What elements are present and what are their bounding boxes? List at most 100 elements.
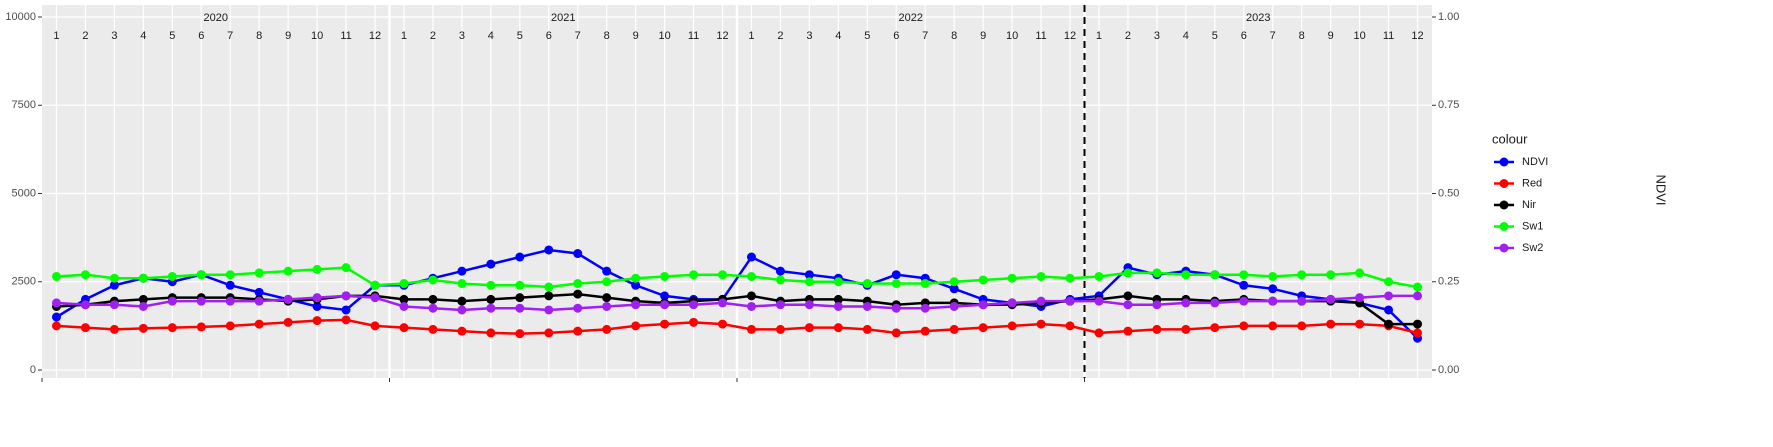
series-point xyxy=(428,303,438,313)
series-point xyxy=(515,293,525,303)
series-point xyxy=(1210,298,1220,308)
series-point xyxy=(660,319,670,329)
month-label: 6 xyxy=(546,30,552,42)
series-point xyxy=(718,270,728,280)
legend-label: NDVI xyxy=(1522,156,1548,168)
series-point xyxy=(51,312,61,322)
month-label: 10 xyxy=(1353,30,1365,42)
series-point xyxy=(1094,271,1104,281)
series-point xyxy=(167,296,177,306)
series-point xyxy=(1384,305,1394,315)
series-point xyxy=(1413,328,1423,338)
series-point xyxy=(457,279,467,289)
series-point xyxy=(1384,277,1394,287)
series-point xyxy=(602,277,612,287)
legend-label: Sw1 xyxy=(1522,220,1543,232)
series-point xyxy=(1413,282,1423,292)
series-line xyxy=(56,266,1418,289)
series-point xyxy=(1123,291,1133,301)
series-point xyxy=(457,266,467,276)
y2-tick-label: 0.50 xyxy=(1438,187,1459,199)
series-point xyxy=(660,300,670,310)
month-label: 5 xyxy=(864,30,870,42)
series-point xyxy=(775,275,785,285)
series-point xyxy=(515,303,525,313)
month-label: 7 xyxy=(227,30,233,42)
series-point xyxy=(833,301,843,311)
series-point xyxy=(804,277,814,287)
series-point xyxy=(312,264,322,274)
month-label: 8 xyxy=(1299,30,1305,42)
series-point xyxy=(428,275,438,285)
series-point xyxy=(573,249,583,259)
series-point xyxy=(746,324,756,334)
series-point xyxy=(602,293,612,303)
series-point xyxy=(138,273,148,283)
series-point xyxy=(1181,270,1191,280)
series-point xyxy=(1326,294,1336,304)
series-point xyxy=(1007,321,1017,331)
series-point xyxy=(1152,268,1162,278)
series-point xyxy=(775,266,785,276)
series-point xyxy=(1326,319,1336,329)
series-point xyxy=(544,282,554,292)
series-point xyxy=(486,280,496,290)
series-point xyxy=(949,284,959,294)
series-point xyxy=(457,326,467,336)
series-point xyxy=(862,301,872,311)
series-point xyxy=(283,317,293,327)
y-tick-label: 5000 xyxy=(12,187,36,199)
series-point xyxy=(51,321,61,331)
series-point xyxy=(167,323,177,333)
series-point xyxy=(1384,291,1394,301)
month-label: 12 xyxy=(1064,30,1076,42)
series-point xyxy=(573,326,583,336)
series-point xyxy=(399,279,409,289)
series-point xyxy=(283,266,293,276)
series-point xyxy=(428,294,438,304)
series-point xyxy=(602,301,612,311)
series-line xyxy=(56,318,1418,335)
series-point xyxy=(80,300,90,310)
series-point xyxy=(312,316,322,326)
series-point xyxy=(51,271,61,281)
series-point xyxy=(457,296,467,306)
facet-label: 2020 xyxy=(204,12,228,24)
series-point xyxy=(689,270,699,280)
series-point xyxy=(804,300,814,310)
series-point xyxy=(399,301,409,311)
series-point xyxy=(631,300,641,310)
series-point xyxy=(1123,268,1133,278)
series-point xyxy=(1065,321,1075,331)
series-point xyxy=(949,324,959,334)
month-label: 9 xyxy=(980,30,986,42)
series-point xyxy=(1297,270,1307,280)
month-label: 3 xyxy=(459,30,465,42)
month-label: 9 xyxy=(1328,30,1334,42)
month-label: 9 xyxy=(285,30,291,42)
month-label: 6 xyxy=(198,30,204,42)
series-point xyxy=(804,270,814,280)
series-point xyxy=(891,328,901,338)
series-point xyxy=(833,323,843,333)
legend-label: Nir xyxy=(1522,199,1536,211)
series-point xyxy=(804,323,814,333)
series-point xyxy=(1268,284,1278,294)
legend-label: Red xyxy=(1522,177,1542,189)
series-point xyxy=(370,321,380,331)
legend-point xyxy=(1499,157,1509,167)
series-point xyxy=(602,266,612,276)
series-point xyxy=(1268,296,1278,306)
series-point xyxy=(254,268,264,278)
series-point xyxy=(312,301,322,311)
series-point xyxy=(1007,273,1017,283)
series-point xyxy=(775,324,785,334)
series-point xyxy=(109,280,119,290)
series-point xyxy=(1065,273,1075,283)
series-point xyxy=(746,301,756,311)
legend-label: Sw2 xyxy=(1522,242,1543,254)
legend-point xyxy=(1499,222,1509,231)
month-label: 2 xyxy=(82,30,88,42)
series-point xyxy=(1384,319,1394,329)
series-point xyxy=(862,279,872,289)
